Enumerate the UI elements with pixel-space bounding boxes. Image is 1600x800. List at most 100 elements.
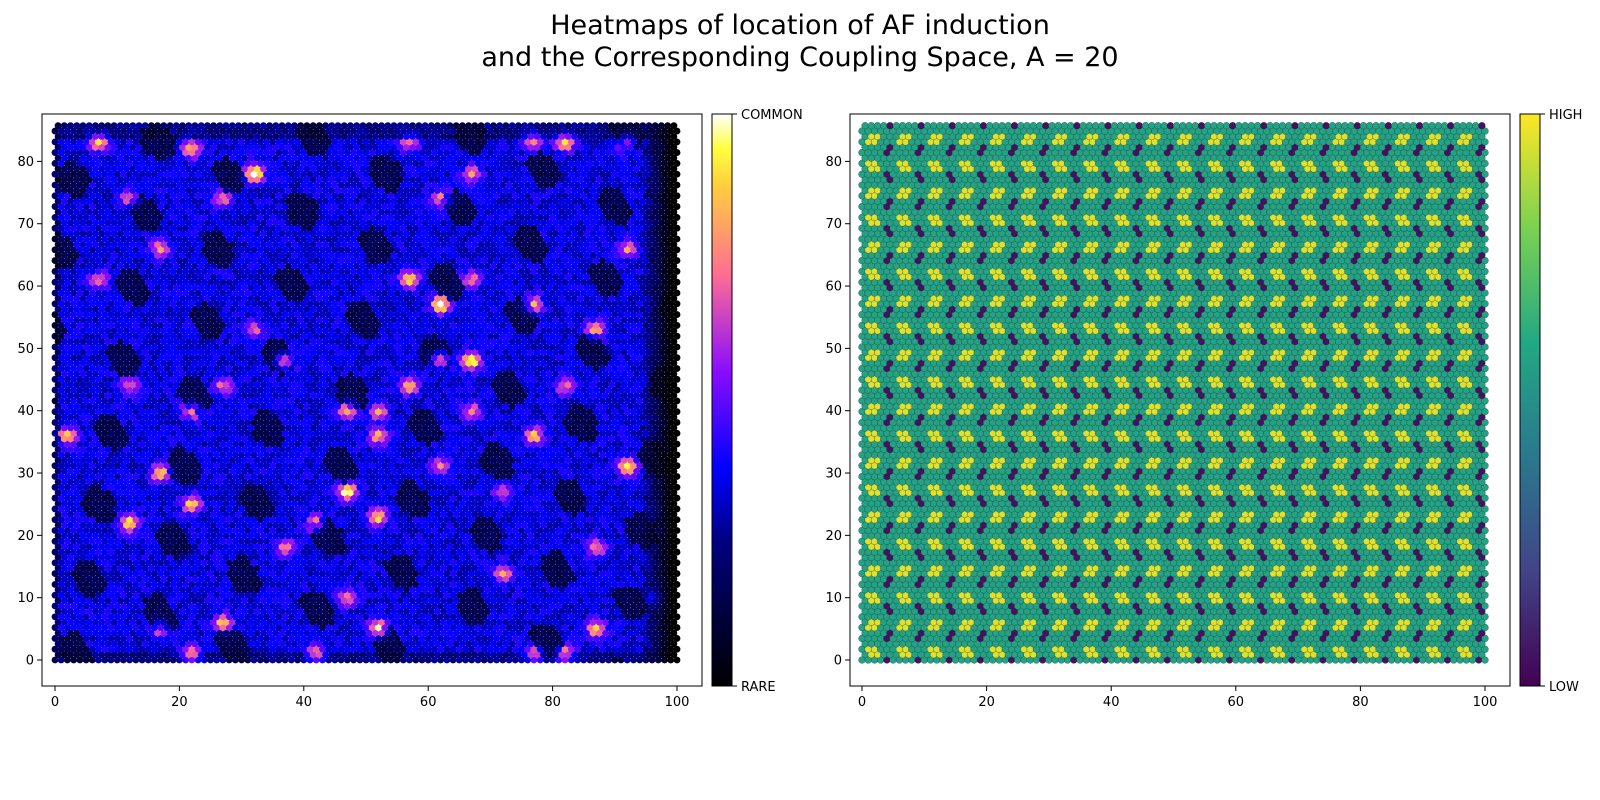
hex-cell (297, 651, 305, 659)
hex-cell (577, 618, 585, 626)
hex-cell (458, 651, 466, 659)
hex-cell (371, 640, 379, 648)
hex-cell (427, 640, 435, 648)
hex-cell (530, 634, 538, 642)
hex-cell (583, 640, 591, 648)
hex-cell (468, 656, 476, 664)
hex-cell (455, 602, 463, 610)
hex-cell (673, 624, 681, 632)
hex-cell (315, 651, 323, 659)
hex-cell (141, 629, 149, 637)
hex-cell (443, 580, 451, 588)
hex-cell (244, 656, 252, 664)
hex-cell (346, 618, 354, 626)
hex-cell (185, 597, 193, 605)
hex-cell (642, 613, 650, 621)
hex-cell (328, 640, 336, 648)
hex-cell (396, 575, 404, 583)
hex-cell (449, 634, 457, 642)
hex-cell (343, 645, 351, 653)
hex-cell (132, 570, 140, 578)
hex-cell (291, 640, 298, 648)
hex-cell (95, 645, 102, 653)
hex-cell (104, 629, 112, 637)
hex-cell (486, 602, 494, 610)
hex-cell (667, 645, 675, 653)
hex-cell (79, 651, 87, 659)
hex-cell (356, 580, 364, 588)
hex-cell (203, 575, 211, 583)
hex-cell (228, 629, 236, 637)
hex-cell (614, 586, 622, 594)
hex-cell (598, 656, 606, 664)
hex-cell (241, 575, 249, 583)
hex-cell (645, 651, 653, 659)
hex-cell (558, 575, 566, 583)
hex-cell (231, 591, 239, 599)
hex-cell (424, 613, 432, 621)
hex-cell (521, 618, 529, 626)
hex-cell (592, 591, 600, 599)
hex-cell (222, 597, 230, 605)
hex-cell (67, 607, 74, 615)
hex-cell (188, 602, 196, 610)
hex-cell (154, 640, 162, 648)
hex-cell (57, 591, 65, 599)
hex-cell (210, 597, 218, 605)
hex-cell (626, 607, 634, 615)
hex-cell (151, 580, 158, 588)
hex-cell (278, 586, 286, 594)
hex-cell (505, 613, 513, 621)
hex-cell (191, 597, 199, 605)
hex-cell (605, 645, 613, 653)
hex-cell (605, 591, 613, 599)
hex-cell (281, 634, 289, 642)
hex-cell (79, 575, 87, 583)
hex-cell (427, 607, 435, 615)
hex-cell (300, 656, 308, 664)
hex-cell (151, 613, 158, 621)
hex-cell (154, 618, 162, 626)
hex-cell (533, 629, 541, 637)
hex-cell (231, 580, 239, 588)
hex-cell (346, 629, 354, 637)
hex-cell (235, 640, 242, 648)
hex-cell (126, 570, 134, 578)
hex-cell (567, 645, 575, 653)
hex-cell (57, 645, 65, 653)
hex-cell (673, 580, 681, 588)
hex-cell (499, 645, 507, 653)
hex-cell (272, 575, 280, 583)
hex-cell (79, 597, 87, 605)
hex-cell (642, 580, 650, 588)
hex-cell (480, 624, 488, 632)
hex-cell (452, 597, 460, 605)
hex-cell (614, 575, 622, 583)
hex-cell (228, 575, 236, 583)
hex-cell (387, 656, 395, 664)
hex-cell (346, 586, 354, 594)
hex-cell (154, 575, 162, 583)
hex-cell (477, 651, 485, 659)
hex-cell (505, 634, 513, 642)
hex-cell (309, 640, 317, 648)
hex-cell (586, 591, 594, 599)
hex-cell (393, 645, 401, 653)
hex-cell (458, 618, 466, 626)
hex-cell (530, 656, 538, 664)
hex-cell (639, 640, 647, 648)
hex-cell (73, 586, 81, 594)
hex-cell (555, 624, 563, 632)
hex-cell (213, 591, 221, 599)
hex-cell (462, 656, 469, 664)
hex-cell (505, 591, 513, 599)
hex-cell (188, 591, 196, 599)
hex-cell (527, 597, 535, 605)
hex-cell (207, 580, 214, 588)
hex-cell (306, 656, 314, 664)
hex-cell (151, 634, 158, 642)
hex-cell (169, 656, 177, 664)
hex-cell (263, 591, 270, 599)
hex-cell (490, 618, 497, 626)
